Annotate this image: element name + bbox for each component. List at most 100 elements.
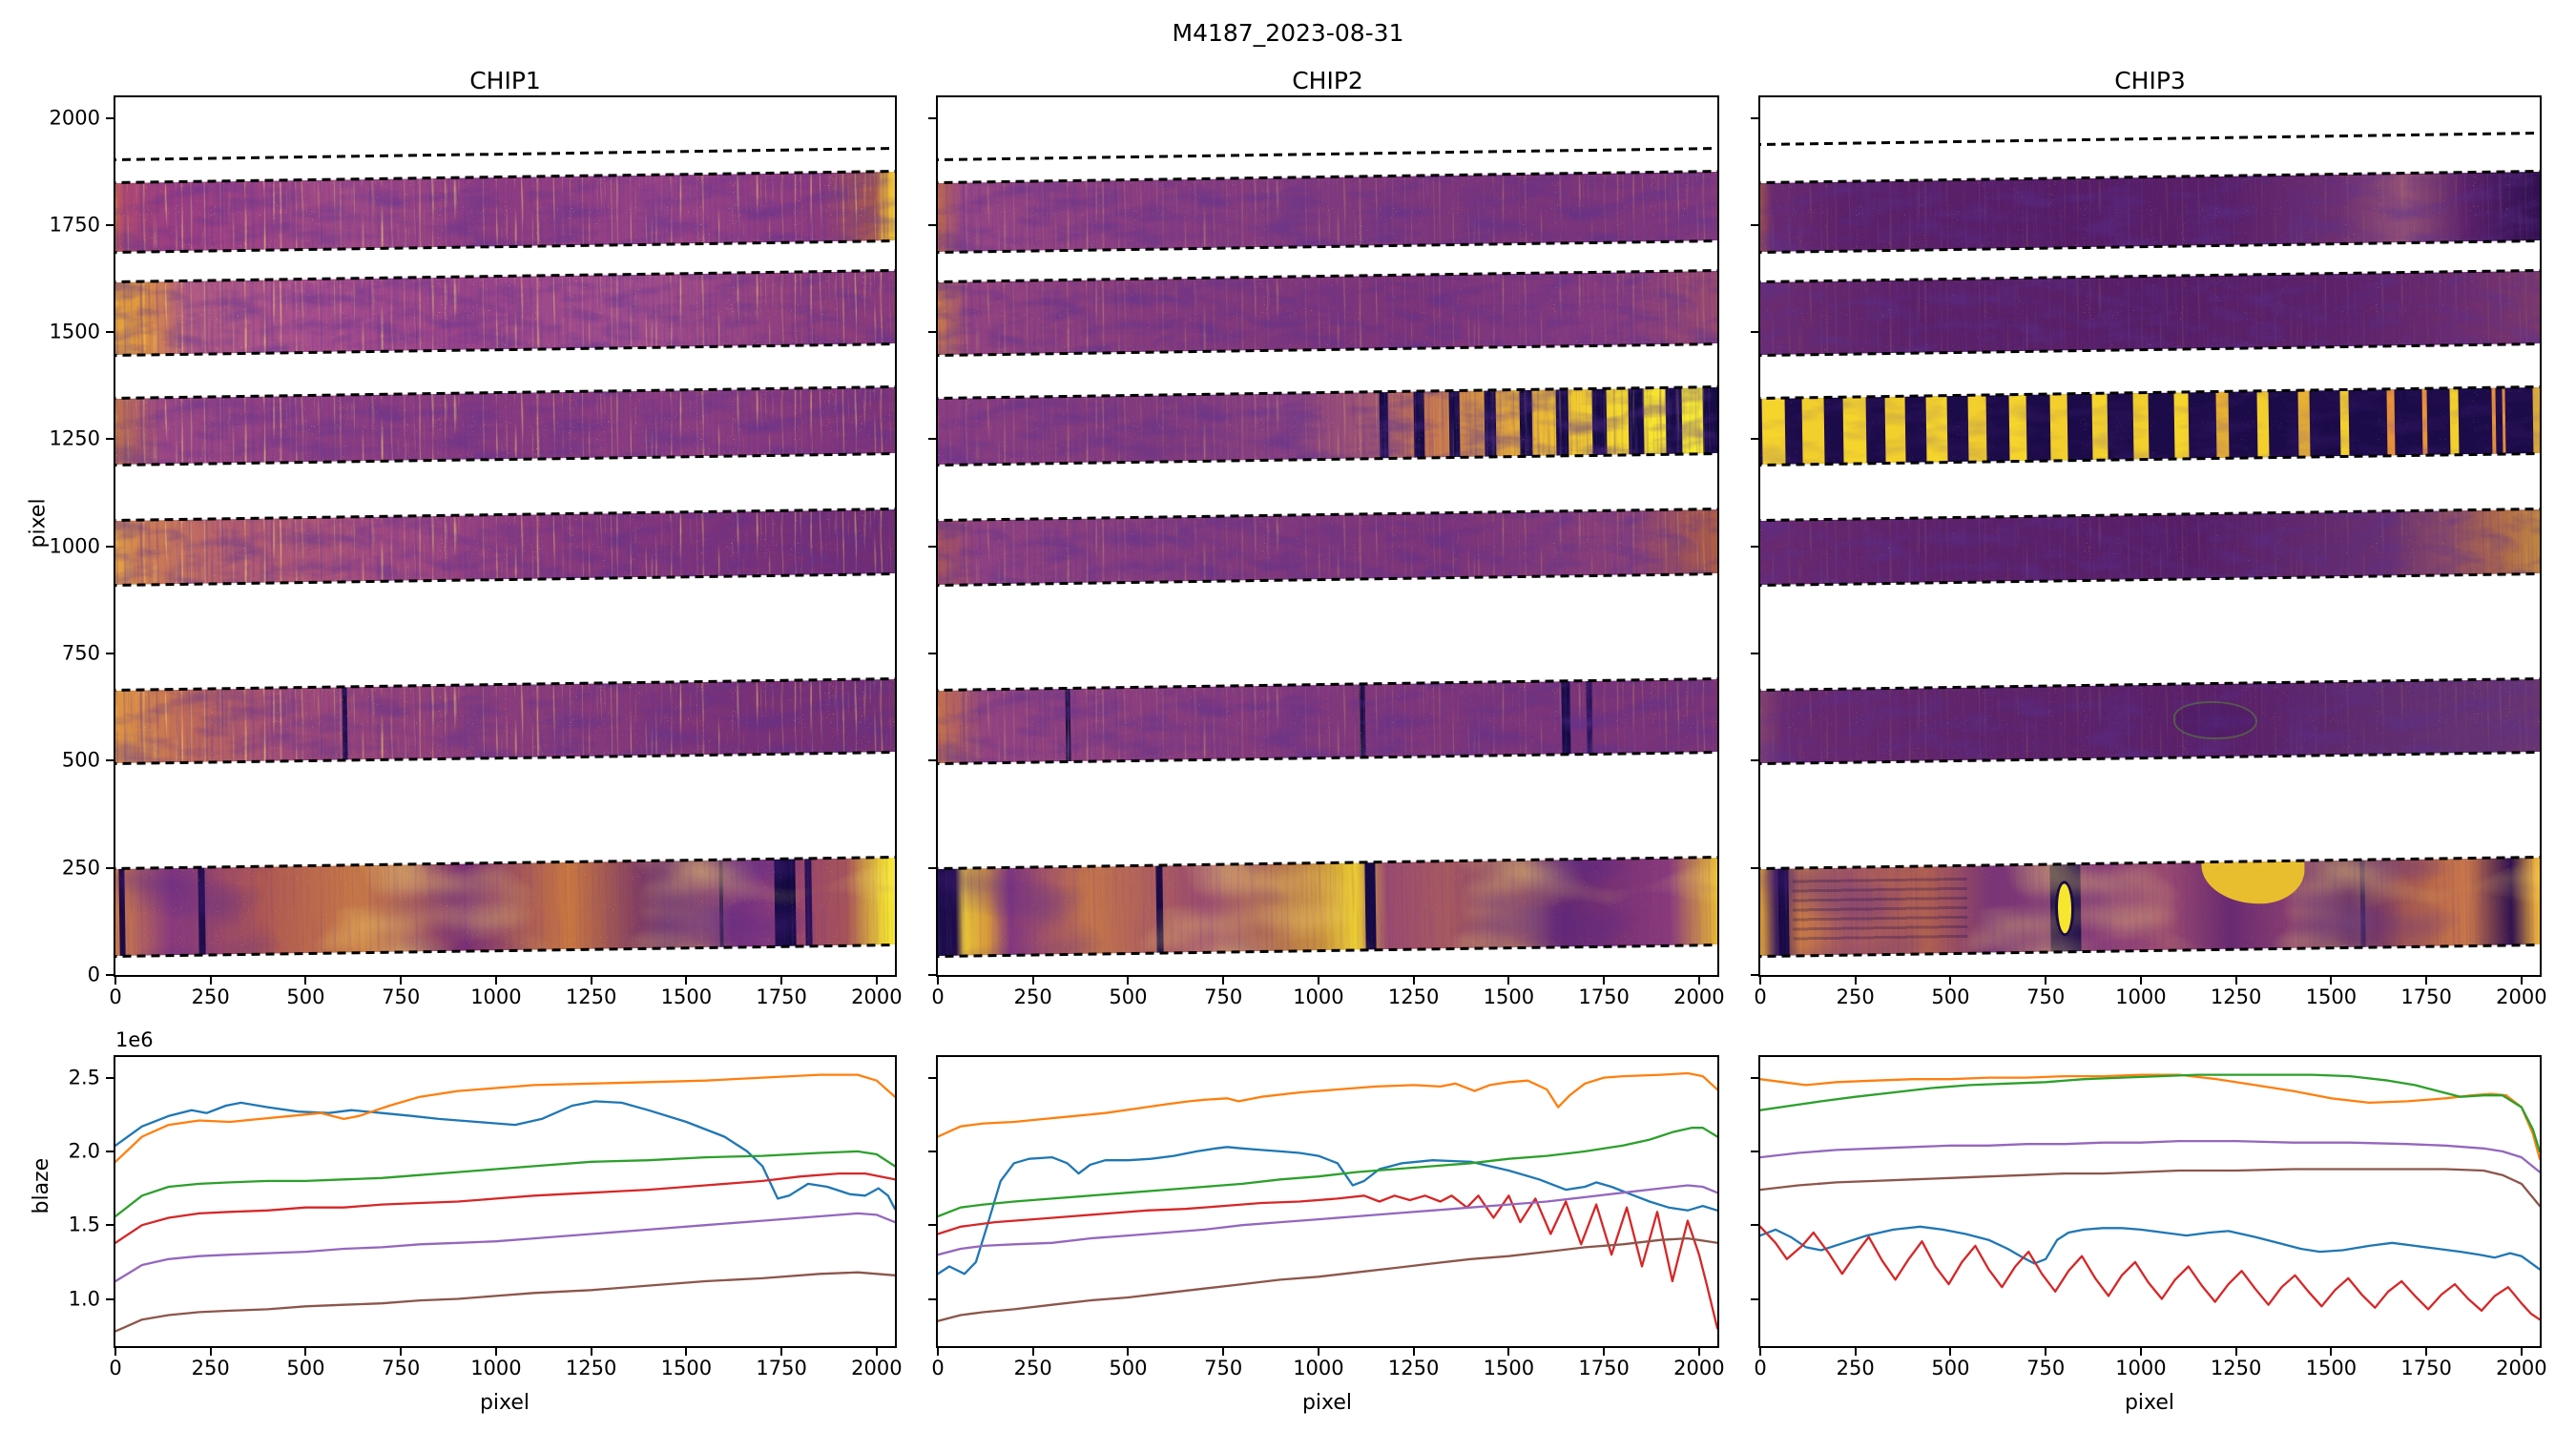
stripe-noise-overlay	[938, 386, 1717, 465]
chip3-title: CHIP3	[2114, 67, 2186, 94]
x-tick-mark	[875, 977, 878, 985]
order-boundary-dash	[938, 146, 1717, 161]
horizontal-striation	[1792, 878, 1968, 944]
y-tick-mark	[928, 653, 936, 655]
x-tick-mark	[685, 1348, 688, 1356]
x-tick-label: 250	[191, 985, 230, 1008]
y-tick-mark	[106, 653, 114, 655]
x-tick-mark	[2520, 1348, 2523, 1356]
bright-lens-feature	[2054, 881, 2075, 937]
x-tick-label: 2000	[851, 1357, 903, 1379]
detector-panel-chip3	[1758, 95, 2542, 977]
x-tick-mark	[2045, 977, 2047, 985]
y-tick-label: 750	[61, 641, 100, 665]
x-tick-label: 2000	[2496, 1357, 2547, 1379]
spectral-order-stripe	[1760, 856, 2540, 959]
y-axis-label-top: pixel	[26, 498, 51, 549]
x-tick-label: 1250	[1387, 985, 1440, 1008]
x-tick-label: 0	[931, 1357, 945, 1379]
x-tick-mark	[1317, 1348, 1319, 1356]
x-tick-label: 1000	[470, 1357, 522, 1379]
x-axis-label-chip3: pixel	[2124, 1391, 2175, 1415]
spectral-order-stripe	[938, 268, 1717, 358]
x-tick-mark	[2425, 1348, 2428, 1356]
x-tick-label: 250	[1013, 1357, 1052, 1379]
x-tick-label: 500	[1931, 985, 1970, 1008]
x-tick-label: 0	[109, 985, 122, 1008]
y-axis-label-blaze: blaze	[29, 1157, 53, 1214]
stripe-noise-overlay	[1760, 270, 2540, 356]
y-tick-label: 1500	[49, 320, 100, 343]
x-tick-label: 1250	[565, 985, 617, 1008]
x-tick-mark	[2330, 1348, 2333, 1356]
x-tick-label: 2000	[851, 985, 903, 1008]
y-tick-label: 500	[61, 748, 100, 772]
order-boundary-dash	[1760, 131, 2540, 146]
x-tick-label: 1750	[1578, 985, 1630, 1008]
x-tick-mark	[2234, 1348, 2237, 1356]
stripe-noise-overlay	[1760, 509, 2540, 586]
y-tick-label: 0	[87, 963, 100, 986]
spectral-order-stripe	[1760, 508, 2540, 588]
stripe-noise-overlay	[115, 509, 895, 586]
chip1-title: CHIP1	[469, 67, 541, 94]
x-tick-mark	[1854, 1348, 1857, 1356]
x-tick-label: 0	[931, 985, 945, 1008]
blaze-line-order-2	[938, 1071, 1717, 1138]
stripe-noise-overlay	[115, 678, 895, 764]
x-tick-mark	[1949, 977, 1952, 985]
x-tick-label: 2000	[1673, 985, 1725, 1008]
stripe-noise-overlay	[1760, 386, 2540, 465]
x-tick-label: 250	[191, 1357, 230, 1379]
y-tick-mark	[106, 116, 114, 119]
x-tick-mark	[1031, 977, 1034, 985]
x-tick-label: 0	[1754, 1357, 1767, 1379]
blaze-panel-chip3	[1758, 1055, 2542, 1348]
y-tick-label: 1.0	[68, 1287, 100, 1311]
y-tick-mark	[1751, 866, 1758, 869]
x-tick-label: 1500	[1483, 1357, 1535, 1379]
x-tick-mark	[2520, 977, 2523, 985]
stripe-noise-overlay	[938, 678, 1717, 764]
x-tick-label: 1250	[565, 1357, 617, 1379]
y-tick-mark	[106, 1224, 114, 1227]
stripe-noise-overlay	[115, 386, 895, 465]
detector-panel-chip2	[936, 95, 1719, 977]
x-tick-label: 1250	[2210, 1357, 2262, 1379]
y-tick-mark	[106, 331, 114, 334]
y-tick-mark	[106, 223, 114, 226]
spectral-order-stripe	[1760, 676, 2540, 766]
stripe-noise-overlay	[1760, 858, 2540, 957]
x-tick-mark	[1127, 977, 1130, 985]
y-tick-mark	[928, 866, 936, 869]
x-tick-mark	[1317, 977, 1319, 985]
y-tick-mark	[1751, 1076, 1758, 1079]
x-tick-label: 1000	[1293, 985, 1344, 1008]
x-tick-label: 1000	[470, 985, 522, 1008]
blaze-line-order-6	[1760, 1168, 2540, 1208]
x-tick-mark	[2330, 977, 2333, 985]
y-tick-mark	[106, 438, 114, 441]
blaze-line-order-6	[115, 1271, 895, 1333]
x-tick-mark	[1412, 977, 1415, 985]
y-tick-mark	[106, 759, 114, 762]
stripe-noise-overlay	[1760, 171, 2540, 252]
x-axis-label-chip1: pixel	[479, 1391, 530, 1415]
spectral-order-stripe	[115, 856, 895, 959]
x-tick-label: 1750	[756, 1357, 807, 1379]
x-tick-label: 1000	[1293, 1357, 1344, 1379]
x-axis-label-chip2: pixel	[1301, 1391, 1353, 1415]
y-tick-label: 2.0	[68, 1139, 100, 1163]
y-tick-mark	[928, 331, 936, 334]
y-tick-mark	[1751, 1297, 1758, 1300]
x-tick-mark	[1507, 1348, 1510, 1356]
blaze-line-order-3	[115, 1150, 895, 1218]
x-tick-label: 1500	[660, 1357, 713, 1379]
x-tick-mark	[400, 1348, 403, 1356]
y-tick-mark	[106, 545, 114, 548]
y-tick-mark	[1751, 1150, 1758, 1152]
x-tick-mark	[494, 1348, 497, 1356]
contour-artifact	[2173, 700, 2258, 740]
x-tick-label: 750	[1204, 985, 1243, 1008]
stripe-noise-overlay	[938, 858, 1717, 957]
